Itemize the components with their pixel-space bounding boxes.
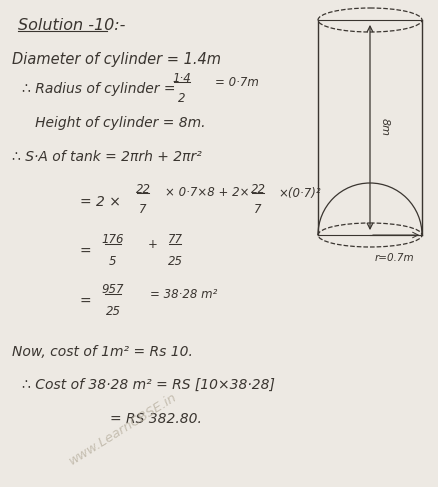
Text: r=0.7m: r=0.7m <box>374 253 413 263</box>
Text: 7: 7 <box>139 203 146 216</box>
Text: 2: 2 <box>178 92 185 105</box>
Text: www.LearnCBSE.in: www.LearnCBSE.in <box>67 390 179 467</box>
Text: Height of cylinder = 8m.: Height of cylinder = 8m. <box>22 116 205 130</box>
Text: Now, cost of 1m² = Rs 10.: Now, cost of 1m² = Rs 10. <box>12 345 192 359</box>
Text: 25: 25 <box>167 255 182 268</box>
Text: 1·4: 1·4 <box>172 72 191 85</box>
Text: = 2 ×: = 2 × <box>80 195 120 209</box>
Text: Diameter of cylinder = 1.4m: Diameter of cylinder = 1.4m <box>12 52 220 67</box>
Text: 176: 176 <box>102 233 124 246</box>
Text: 22: 22 <box>135 183 150 196</box>
Text: +: + <box>148 238 158 250</box>
Text: × 0·7×8 + 2×: × 0·7×8 + 2× <box>165 187 249 200</box>
Text: 5: 5 <box>109 255 117 268</box>
Text: ∴ S·A of tank = 2πrh + 2πr²: ∴ S·A of tank = 2πrh + 2πr² <box>12 150 201 164</box>
Text: Solution -10:-: Solution -10:- <box>18 18 125 33</box>
Text: 22: 22 <box>250 183 265 196</box>
Text: = 0·7m: = 0·7m <box>215 75 258 89</box>
Text: = 38·28 m²: = 38·28 m² <box>150 287 217 300</box>
Text: ∴ Radius of cylinder =: ∴ Radius of cylinder = <box>22 82 175 96</box>
Text: 7: 7 <box>254 203 261 216</box>
Text: 25: 25 <box>105 305 120 318</box>
Text: =: = <box>80 245 92 259</box>
Text: ×(0·7)²: ×(0·7)² <box>277 187 320 200</box>
Text: = RS 382.80.: = RS 382.80. <box>110 412 201 426</box>
Text: 77: 77 <box>167 233 182 246</box>
Text: 957: 957 <box>102 283 124 296</box>
Text: 8m: 8m <box>379 118 389 136</box>
Text: ∴ Cost of 38·28 m² = RS [10×38·28]: ∴ Cost of 38·28 m² = RS [10×38·28] <box>22 378 274 392</box>
Text: =: = <box>80 295 92 309</box>
